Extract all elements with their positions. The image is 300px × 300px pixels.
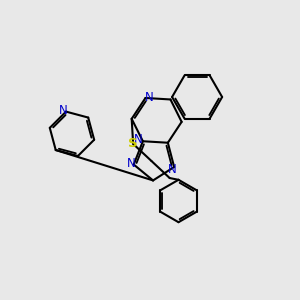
Text: N: N [126,157,135,169]
Text: N: N [167,163,176,176]
Text: N: N [59,103,68,117]
Text: N: N [145,92,153,104]
Text: N: N [134,133,143,146]
Text: S: S [128,137,138,150]
